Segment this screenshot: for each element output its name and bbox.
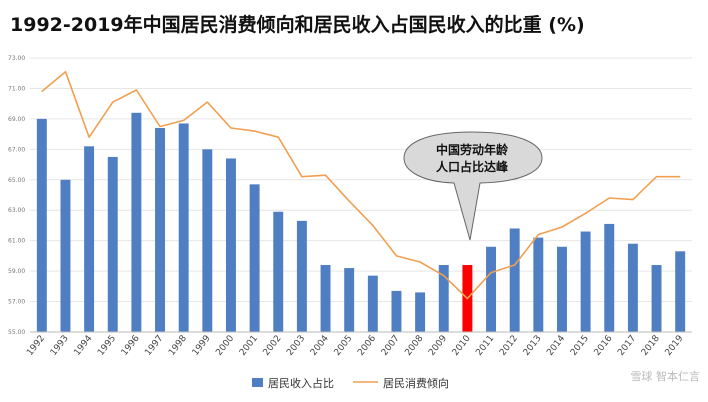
bar-2000 <box>225 158 236 332</box>
x-tick-label: 2005 <box>333 334 355 358</box>
y-tick-label: 69.00 <box>8 116 25 123</box>
x-tick-label: 2016 <box>593 333 615 357</box>
x-tick-label: 2014 <box>545 333 567 357</box>
bar-series <box>36 112 686 332</box>
x-axis: 1992 1993 1994 1995 1996 1997 1998 1999 2000 2001… <box>25 331 692 358</box>
bar-2015 <box>580 231 591 332</box>
bar-2018 <box>651 265 662 332</box>
bar-2005 <box>344 268 355 332</box>
x-tick-label: 2001 <box>238 334 260 358</box>
y-tick-label: 57.00 <box>8 299 25 306</box>
y-axis: 55.00 57.00 59.00 61.00 63.00 65.00 67.00 69.00… <box>8 55 25 336</box>
x-tick-label: 1995 <box>96 334 118 358</box>
bar-1997 <box>155 128 166 332</box>
bar-2013 <box>533 237 544 332</box>
bar-2008 <box>415 292 426 332</box>
y-tick-label: 65.00 <box>8 177 25 184</box>
x-tick-label: 1997 <box>143 334 165 358</box>
x-tick-label: 2011 <box>474 334 496 358</box>
callout-line-1: 中国劳动年龄 <box>436 142 509 157</box>
x-tick-label: 1999 <box>191 333 213 357</box>
x-tick-label: 1994 <box>72 333 94 357</box>
y-tick-label: 55.00 <box>8 329 25 336</box>
bar-2006 <box>367 275 378 332</box>
y-tick-label: 73.00 <box>8 55 25 62</box>
legend-label-bar: 居民收入占比 <box>268 376 334 390</box>
bar-1999 <box>202 149 213 332</box>
x-tick-label: 2010 <box>451 333 473 357</box>
gridlines <box>30 57 692 333</box>
x-tick-label: 1996 <box>120 333 142 357</box>
x-tick-label: 2012 <box>498 334 520 358</box>
x-tick-label: 2002 <box>262 334 284 358</box>
bar-1993 <box>60 179 71 332</box>
line-series <box>41 70 681 300</box>
x-tick-label: 2015 <box>569 334 591 358</box>
bar-2003 <box>296 220 307 332</box>
x-tick-label: 2018 <box>640 333 662 357</box>
bar-2019 <box>675 251 686 332</box>
x-tick-label: 2003 <box>285 334 307 358</box>
x-tick-label: 2008 <box>403 333 425 357</box>
bar-2001 <box>249 184 260 332</box>
x-tick-label: 1992 <box>25 334 47 358</box>
legend: 居民收入占比 居民消费倾向 <box>252 376 449 390</box>
callout-bubble <box>403 131 543 241</box>
callout-annotation: 中国劳动年龄 人口占比达峰 <box>403 131 543 241</box>
legend-label-line: 居民消费倾向 <box>383 376 449 390</box>
bar-2017 <box>627 243 638 332</box>
x-tick-label: 2019 <box>664 333 686 357</box>
y-tick-label: 59.00 <box>8 268 25 275</box>
bar-1998 <box>178 123 189 332</box>
chart-title: 1992-2019年中国居民消费倾向和居民收入占国民收入的比重 (%) <box>10 14 585 36</box>
bar-2012 <box>509 228 520 332</box>
x-tick-label: 2007 <box>380 334 402 358</box>
bar-2016 <box>604 223 615 332</box>
bar-2004 <box>320 265 331 332</box>
y-tick-label: 67.00 <box>8 146 25 153</box>
bar-1996 <box>131 112 142 332</box>
callout-line-2: 人口占比达峰 <box>436 159 509 174</box>
x-tick-label: 1998 <box>167 333 189 357</box>
consumption-line <box>41 70 681 300</box>
legend-swatch-bar <box>252 378 263 387</box>
y-tick-label: 61.00 <box>8 238 25 245</box>
bar-2014 <box>556 246 567 332</box>
x-tick-label: 2006 <box>356 333 378 357</box>
y-tick-label: 71.00 <box>8 85 25 92</box>
bar-1995 <box>107 156 118 332</box>
x-tick-label: 2000 <box>214 333 236 357</box>
x-tick-label: 2009 <box>427 333 449 357</box>
bar-1992 <box>36 118 47 332</box>
x-tick-label: 2017 <box>616 334 638 358</box>
bar-1994 <box>84 146 95 332</box>
x-tick-label: 2004 <box>309 333 331 357</box>
x-tick-label: 2013 <box>522 334 544 358</box>
bar-2011 <box>486 246 497 332</box>
watermark: 雪球 智本仁言 <box>631 369 701 383</box>
bar-2002 <box>273 211 284 332</box>
x-tick-label: 1993 <box>49 334 71 358</box>
bar-2009 <box>438 265 449 332</box>
bar-2007 <box>391 290 402 332</box>
y-tick-label: 63.00 <box>8 207 25 214</box>
